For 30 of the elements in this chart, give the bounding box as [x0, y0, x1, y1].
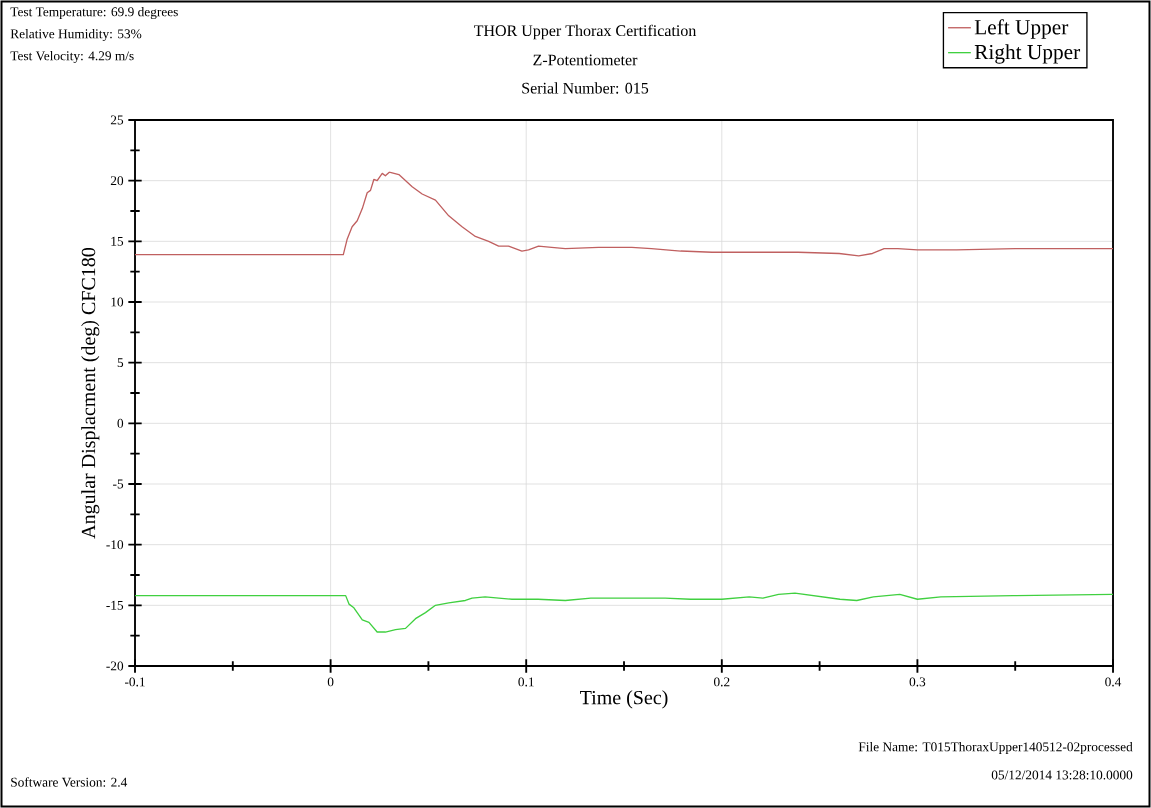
legend-label: Right Upper [974, 44, 1081, 64]
text: Test Temperature: 69.9 degrees [10, 6, 178, 20]
text: Test Velocity: 4.29 m/s [10, 50, 134, 64]
y-tick-label: -5 [113, 479, 124, 489]
text: Relative Humidity: 53% [10, 28, 142, 42]
y-tick-label: -15 [106, 600, 124, 610]
y-tick-label: 10 [111, 297, 124, 307]
x-tick-label: 0.4 [1105, 677, 1122, 687]
legend-label: Left Upper [974, 19, 1069, 39]
y-tick-label: 0 [117, 418, 124, 428]
text: File Name: T015ThoraxUpper140512-02processed [858, 741, 1133, 755]
y-tick-label: 20 [110, 176, 124, 186]
text: Serial Number: 015 [522, 82, 649, 94]
x-tick-label: 0.1 [518, 677, 534, 687]
y-tick-label: 15 [111, 236, 124, 246]
chart-subtitle: Z-Potentiometer [533, 54, 638, 66]
chart-title: THOR Upper Thorax Certification [474, 24, 697, 40]
x-tick-label: 0 [327, 677, 334, 687]
x-tick-label: 0.3 [909, 677, 926, 687]
y-tick-label: 5 [117, 358, 124, 368]
y-tick-label: -20 [106, 661, 124, 671]
text: 05/12/2014 13:28:10.0000 [991, 770, 1133, 780]
y-axis-title: Angular Displacment (deg) CFC180 [81, 247, 100, 539]
y-tick-label: -10 [106, 540, 124, 550]
line-series [135, 171, 1114, 257]
text: Software Version: 2.4 [11, 777, 128, 787]
x-axis-title: Time (Sec) [580, 690, 668, 709]
x-tick-label: -0.1 [124, 677, 145, 687]
x-tick-label: 0.2 [713, 677, 730, 687]
y-tick-label: 25 [110, 115, 124, 125]
